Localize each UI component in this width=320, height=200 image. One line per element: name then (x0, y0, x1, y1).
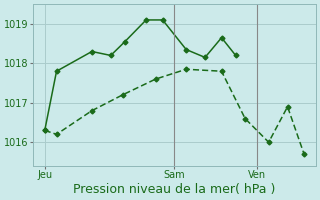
X-axis label: Pression niveau de la mer( hPa ): Pression niveau de la mer( hPa ) (73, 183, 276, 196)
